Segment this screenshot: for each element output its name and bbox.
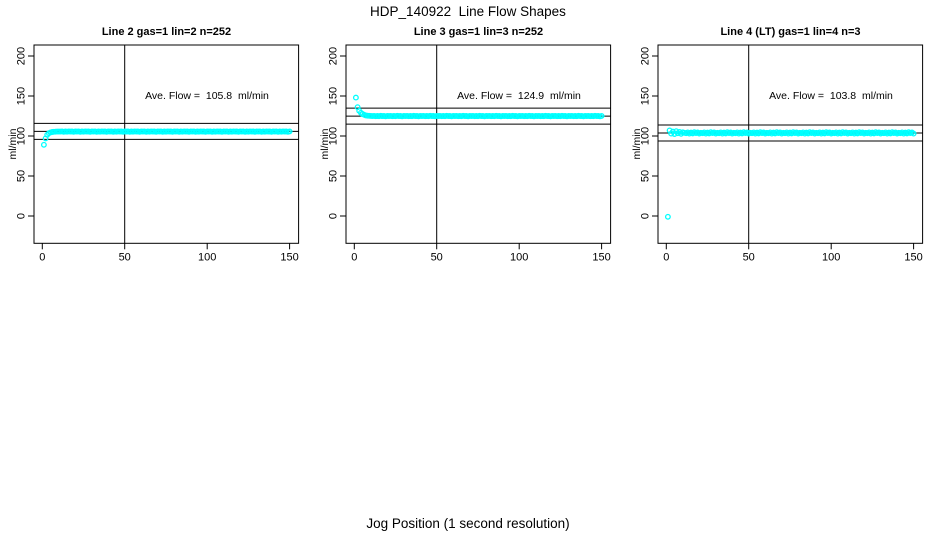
ave-flow-annotation: Ave. Flow = 105.8 ml/min <box>145 90 269 102</box>
ave-flow-annotation: Ave. Flow = 124.9 ml/min <box>457 90 581 102</box>
y-axis-label: ml/min <box>319 128 331 160</box>
x-tick-label: 0 <box>663 251 669 263</box>
plot-box <box>345 44 612 244</box>
data-point <box>286 128 293 135</box>
main-title: HDP_140922 Line Flow Shapes <box>370 4 566 19</box>
y-tick-label: 200 <box>640 47 652 65</box>
panel-line-3: Line 3 gas=1 lin=3 n=252 0 50 100 150 0 50 100… <box>312 0 624 270</box>
panel-title: Line 4 (LT) gas=1 lin=4 n=3 <box>720 26 861 38</box>
x-tick-label: 150 <box>592 251 610 263</box>
x-axis-label: Jog Position (1 second resolution) <box>366 516 570 531</box>
x-tick-label: 50 <box>119 251 131 263</box>
panel-line-4: Line 4 (LT) gas=1 lin=4 n=3 0 50 100 150 0 50… <box>624 0 936 270</box>
y-tick-label: 100 <box>328 127 340 145</box>
y-tick-label: 200 <box>16 47 28 65</box>
y-tick-label: 0 <box>16 213 28 219</box>
x-tick-label: 100 <box>198 251 216 263</box>
ave-flow-annotation: Ave. Flow = 103.8 ml/min <box>769 90 893 102</box>
y-tick-label: 0 <box>640 213 652 219</box>
y-tick-label: 100 <box>640 127 652 145</box>
plot-svg-line-2: 0 50 100 150 0 50 100 150 200 <box>16 44 300 263</box>
y-tick-label: 150 <box>328 87 340 105</box>
y-axis-label: ml/min <box>631 128 643 160</box>
y-tick-label: 200 <box>328 47 340 65</box>
x-tick-label: 0 <box>39 251 45 263</box>
x-tick-label: 150 <box>904 251 922 263</box>
data-point <box>598 112 605 119</box>
y-tick-label: 50 <box>16 170 28 182</box>
x-tick-label: 100 <box>510 251 528 263</box>
plot-box <box>33 44 300 244</box>
y-tick-label: 150 <box>640 87 652 105</box>
x-tick-label: 100 <box>822 251 840 263</box>
data-point <box>910 130 917 137</box>
y-tick-label: 150 <box>16 87 28 105</box>
y-tick-label: 100 <box>16 127 28 145</box>
x-tick-label: 150 <box>280 251 298 263</box>
plot-svg-line-4: 0 50 100 150 0 50 100 150 200 <box>640 44 924 263</box>
data-point <box>352 94 359 101</box>
x-tick-label: 50 <box>431 251 443 263</box>
panel-title: Line 2 gas=1 lin=2 n=252 <box>101 26 232 38</box>
y-tick-label: 0 <box>328 213 340 219</box>
plot-box <box>657 44 924 244</box>
y-axis-label: ml/min <box>7 128 19 160</box>
data-point <box>664 213 671 220</box>
panel-line-2: Line 2 gas=1 lin=2 n=252 0 50 100 150 0 50 100… <box>0 0 312 270</box>
y-tick-label: 50 <box>640 170 652 182</box>
panel-title: Line 3 gas=1 lin=3 n=252 <box>413 26 544 38</box>
x-tick-label: 0 <box>351 251 357 263</box>
data-point <box>40 141 47 148</box>
y-tick-label: 50 <box>328 170 340 182</box>
x-tick-label: 50 <box>743 251 755 263</box>
plot-svg-line-3: 0 50 100 150 0 50 100 150 200 <box>328 44 612 263</box>
